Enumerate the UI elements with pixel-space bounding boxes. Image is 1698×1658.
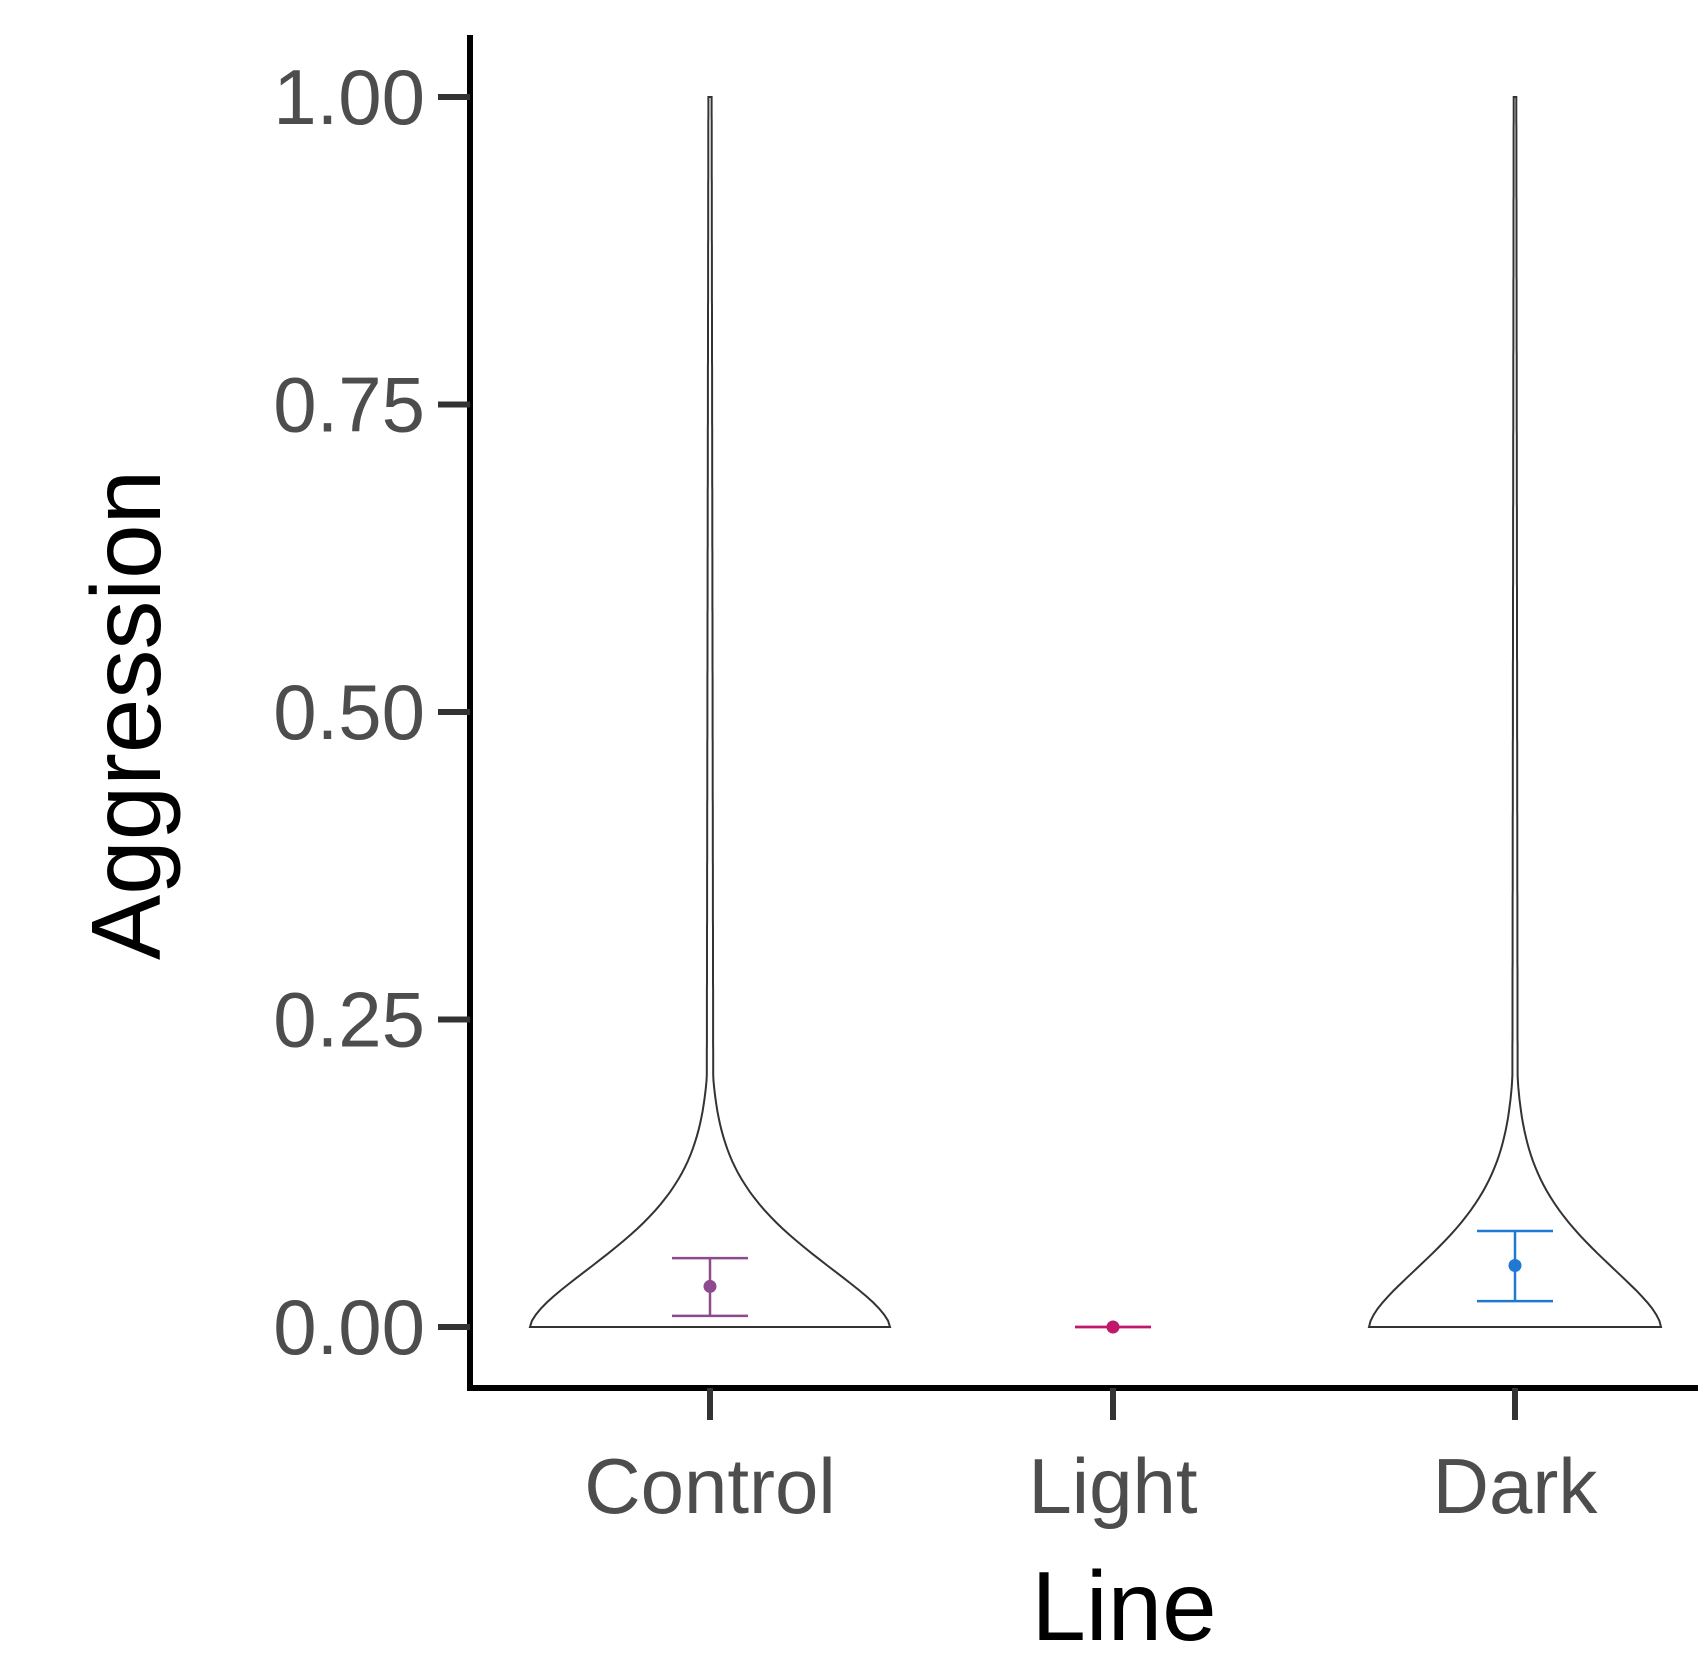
violin-dark xyxy=(1367,96,1663,1328)
y-tick-label: 0.50 xyxy=(273,668,425,756)
violin-layer xyxy=(528,96,1663,1328)
x-axis: Control Light Dark xyxy=(467,1385,1698,1530)
x-tick-label: Light xyxy=(1028,1442,1197,1530)
x-tick-label: Control xyxy=(584,1442,835,1530)
mean-point-dark xyxy=(1508,1259,1522,1272)
y-tick-label: 0.25 xyxy=(273,976,425,1064)
mean-point-control xyxy=(703,1279,717,1293)
violin-control xyxy=(528,96,892,1328)
y-tick-label: 0.00 xyxy=(273,1283,425,1371)
errorbar-layer xyxy=(672,1229,1553,1334)
mean-point-light xyxy=(1106,1320,1120,1334)
x-tick-label: Dark xyxy=(1433,1442,1599,1530)
y-axis: 0.00 0.25 0.50 0.75 1.00 xyxy=(273,35,473,1391)
x-axis-title: Line xyxy=(1031,1551,1216,1658)
errorbar-control xyxy=(672,1256,748,1318)
y-tick-label: 1.00 xyxy=(273,53,425,141)
errorbar-light xyxy=(1075,1320,1151,1334)
y-axis-title: Aggression xyxy=(71,470,181,960)
y-tick-label: 0.75 xyxy=(273,361,425,449)
errorbar-dark xyxy=(1477,1229,1553,1303)
